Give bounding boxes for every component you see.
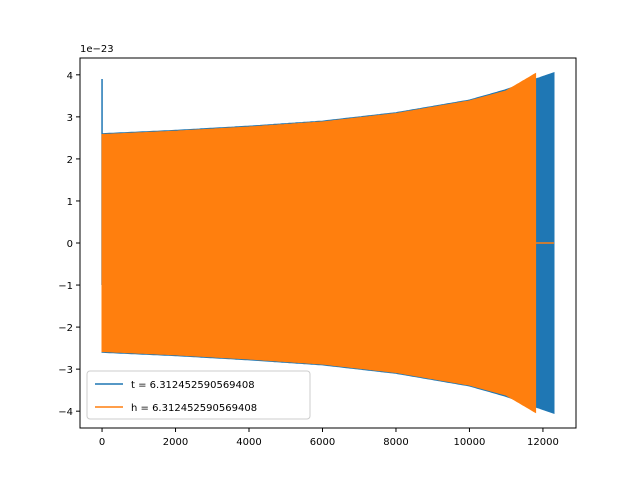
x-tick-label: 10000 xyxy=(454,437,486,448)
legend-box xyxy=(86,370,311,420)
series-h-band xyxy=(101,72,537,414)
y-tick-label: 0 xyxy=(67,239,73,250)
y-tick-label: −2 xyxy=(58,323,73,334)
y-tick-label: −3 xyxy=(58,365,73,376)
x-tick-label: 12000 xyxy=(527,437,559,448)
y-tick-label: 1 xyxy=(67,197,73,208)
y-tick-label: −1 xyxy=(58,281,73,292)
x-axis: 0 2000 4000 6000 8000 10000 12000 xyxy=(99,428,559,448)
y-tick-label: 3 xyxy=(67,113,73,124)
x-tick-label: 2000 xyxy=(163,437,188,448)
legend-label-t: t = 6.312452590569408 xyxy=(131,380,255,391)
x-tick-label: 6000 xyxy=(310,437,335,448)
x-tick-label: 4000 xyxy=(236,437,261,448)
x-tick-label: 0 xyxy=(99,437,105,448)
y-offset-label: 1e−23 xyxy=(80,44,114,55)
y-tick-label: −4 xyxy=(58,407,73,418)
y-tick-label: 2 xyxy=(67,155,73,166)
plot-area xyxy=(101,72,555,414)
legend: t = 6.312452590569408 h = 6.312452590569… xyxy=(86,370,311,420)
x-tick-label: 8000 xyxy=(383,437,408,448)
legend-label-h: h = 6.312452590569408 xyxy=(131,403,257,414)
y-axis: −4 −3 −2 −1 0 1 2 3 4 xyxy=(58,71,80,418)
y-tick-label: 4 xyxy=(67,71,73,82)
